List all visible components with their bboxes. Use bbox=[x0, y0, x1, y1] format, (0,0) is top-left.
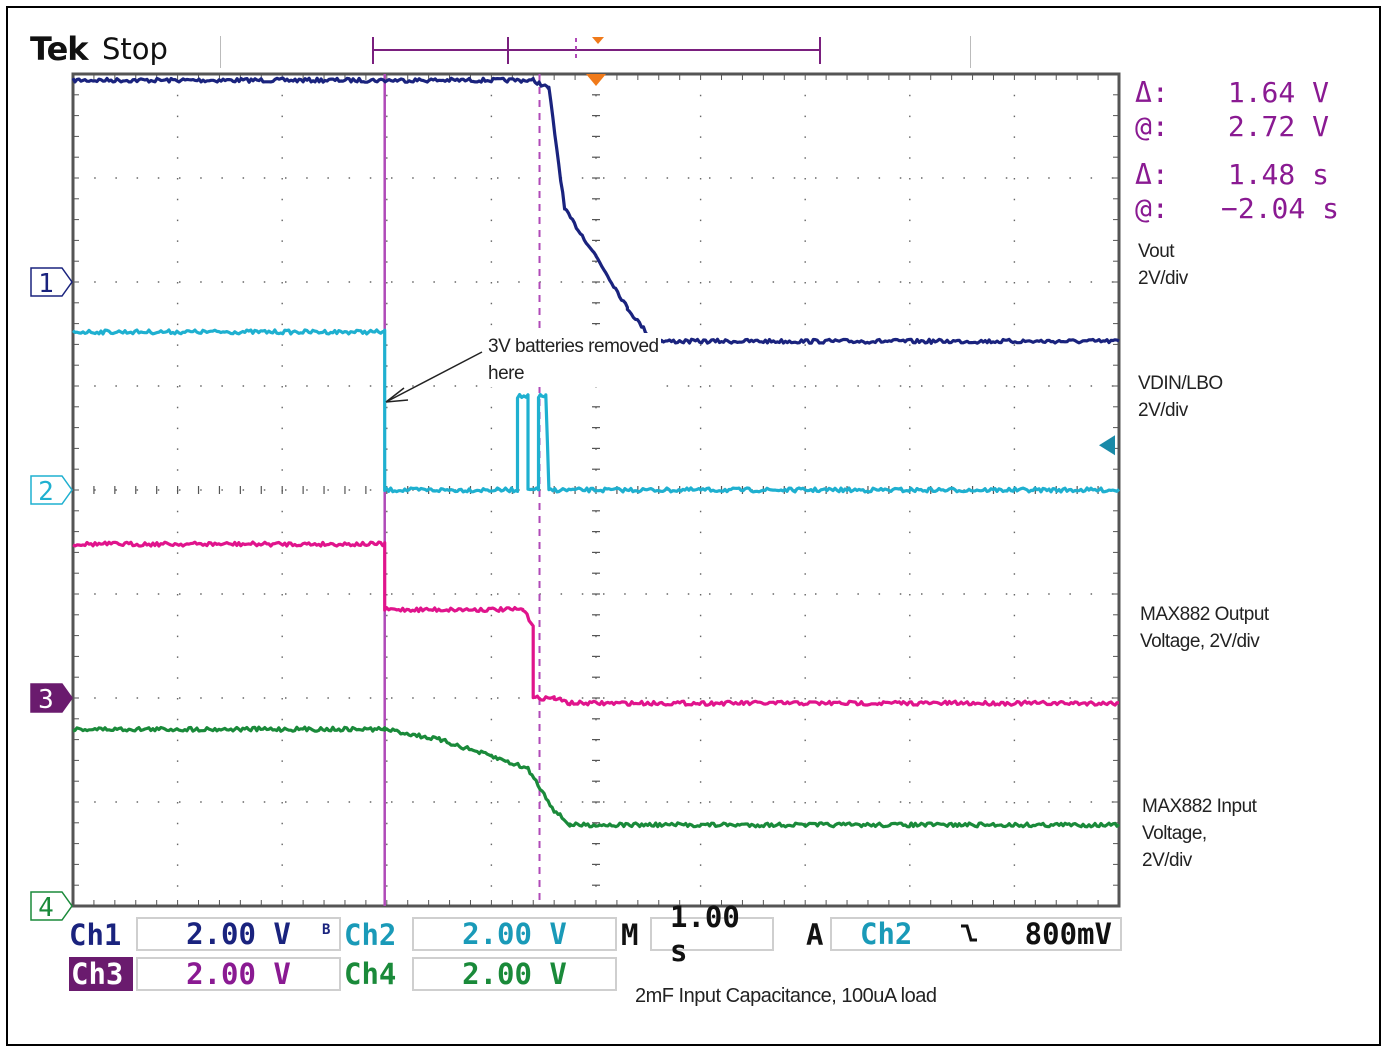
trace-max882-input-voltage bbox=[72, 725, 1121, 829]
annotation-arrowhead bbox=[385, 387, 409, 403]
record-view-bar bbox=[372, 37, 821, 64]
brand-logo: Tek bbox=[30, 30, 89, 68]
timebase-value[interactable]: 1.00 s bbox=[650, 900, 774, 968]
ch3-label[interactable]: Ch3 bbox=[69, 957, 133, 991]
label-vdin: VDIN/LBO 2V/div bbox=[1138, 373, 1223, 421]
acquisition-status: Stop bbox=[102, 32, 168, 66]
meas-delta-t: Δ: 1.48 s bbox=[1135, 158, 1329, 191]
trigger-level-icon bbox=[1099, 435, 1115, 456]
trace-vout bbox=[71, 76, 1120, 345]
trigger-settings[interactable]: Ch2 800mV bbox=[830, 917, 1122, 951]
channel-3-marker-label: 3 bbox=[38, 685, 54, 715]
channel-4-ground-marker bbox=[30, 891, 73, 921]
trigger-label: A bbox=[806, 918, 824, 952]
channel-2-marker-label: 2 bbox=[38, 477, 54, 507]
ch4-scale[interactable]: 2.00 V bbox=[412, 957, 617, 991]
channel-1-marker-label: 1 bbox=[38, 269, 54, 299]
ch2-scale[interactable]: 2.00 V bbox=[412, 917, 617, 951]
channel-3-ground-marker bbox=[30, 683, 73, 713]
trigger-position-icon bbox=[586, 74, 606, 86]
meas-at-t: @: −2.04 s bbox=[1135, 192, 1339, 225]
ch3-scale[interactable]: 2.00 V bbox=[136, 957, 341, 991]
ch2-label[interactable]: Ch2 bbox=[344, 918, 397, 952]
figure-caption: 2mF Input Capacitance, 100uA load bbox=[635, 985, 937, 1007]
header-divider bbox=[220, 36, 221, 68]
timebase-label: M bbox=[621, 918, 639, 952]
meas-delta-v: Δ: 1.64 V bbox=[1135, 76, 1329, 109]
meas-at-v: @: 2.72 V bbox=[1135, 110, 1329, 143]
bandwidth-limit-icon: B bbox=[322, 922, 331, 938]
ch1-scale[interactable]: 2.00 V bbox=[136, 917, 341, 951]
annotation-batteries-removed: 3V batteries removed here bbox=[486, 333, 661, 387]
ch1-label[interactable]: Ch1 bbox=[69, 918, 122, 952]
label-max882-output: MAX882 Output Voltage, 2V/div bbox=[1140, 604, 1269, 652]
trace-max882-output-voltage bbox=[72, 540, 1119, 707]
ch4-label[interactable]: Ch4 bbox=[344, 957, 397, 991]
trigger-level: 800mV bbox=[1024, 917, 1112, 951]
falling-edge-icon bbox=[958, 917, 980, 951]
channel-4-marker-label: 4 bbox=[38, 893, 54, 923]
label-max882-input: MAX882 Input Voltage, 2V/div bbox=[1142, 796, 1257, 871]
annotation-arrow bbox=[385, 351, 483, 403]
trigger-source: Ch2 bbox=[860, 917, 913, 951]
scope-frame bbox=[6, 6, 1381, 1046]
header-divider bbox=[970, 36, 971, 68]
channel-2-ground-marker bbox=[30, 475, 73, 505]
label-vout: Vout 2V/div bbox=[1138, 241, 1188, 289]
trace-vdin-lbo bbox=[71, 328, 1121, 494]
channel-1-ground-marker bbox=[30, 267, 73, 297]
